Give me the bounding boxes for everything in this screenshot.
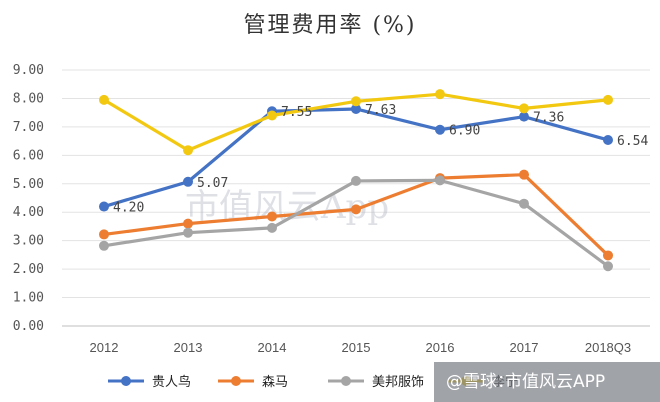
legend-item: 森马 — [218, 375, 288, 390]
data-point — [603, 94, 613, 105]
y-tick-label: 5.00 — [13, 177, 44, 192]
x-axis: 2012 2013 2014 2015 2016 2017 2018Q3 — [90, 340, 632, 355]
legend-label: 美邦服饰 — [372, 375, 424, 390]
data-point — [267, 222, 277, 233]
y-tick-label: 6.00 — [13, 148, 44, 163]
data-point — [435, 124, 445, 135]
data-point — [519, 198, 529, 209]
data-point — [183, 176, 193, 187]
legend-label: 贵人鸟 — [152, 374, 191, 390]
watermark-bottom: @雪球： 市值风云APP — [434, 362, 660, 402]
data-label: 7.55 — [281, 105, 312, 120]
y-axis: 0.00 1.00 2.00 3.00 4.00 5.00 6.00 7.00 8.00 9.00 — [13, 63, 44, 334]
x-tick-label: 2012 — [90, 340, 119, 355]
x-tick-label: 2013 — [174, 340, 203, 355]
x-tick-label: 2015 — [342, 340, 371, 355]
watermark-bottom-bg — [434, 362, 660, 402]
legend-marker — [121, 376, 131, 386]
data-point — [267, 110, 277, 121]
y-tick-label: 7.00 — [13, 120, 44, 135]
data-point — [183, 145, 193, 156]
y-tick-label: 0.00 — [13, 319, 44, 334]
data-label: 6.54 — [617, 134, 648, 149]
data-point — [351, 204, 361, 215]
data-point — [519, 169, 529, 180]
data-point — [351, 175, 361, 186]
legend-marker — [341, 376, 351, 386]
legend-label: 森马 — [262, 375, 288, 390]
data-point — [351, 96, 361, 107]
data-point — [183, 218, 193, 229]
data-labels: 4.20 5.07 7.55 7.63 6.90 7.36 6.54 — [113, 103, 648, 216]
data-point — [183, 227, 193, 238]
legend-item: 贵人鸟 — [108, 374, 191, 390]
series-3 — [99, 89, 613, 156]
data-label: 4.20 — [113, 201, 144, 216]
data-label: 6.90 — [449, 124, 480, 139]
data-point — [99, 94, 109, 105]
data-point — [99, 229, 109, 240]
watermark-bottom-text: 市值风云APP — [505, 372, 605, 392]
x-tick-label: 2016 — [426, 340, 455, 355]
data-point — [519, 103, 529, 114]
x-tick-label: 2017 — [510, 340, 539, 355]
watermark-bottom-prefix: @雪球： — [446, 372, 514, 392]
data-point — [267, 211, 277, 222]
data-point — [519, 111, 529, 122]
data-label: 5.07 — [197, 176, 228, 191]
data-point — [603, 261, 613, 272]
data-point — [99, 201, 109, 212]
y-tick-label: 8.00 — [13, 91, 44, 106]
chart-title: 管理费用率 (%) — [243, 13, 416, 38]
data-point — [435, 89, 445, 100]
data-point — [99, 240, 109, 251]
x-tick-label: 2014 — [258, 340, 287, 355]
data-point — [435, 175, 445, 186]
data-label: 7.36 — [533, 111, 564, 126]
data-point — [603, 250, 613, 261]
series-2 — [99, 175, 613, 272]
y-tick-label: 1.00 — [13, 291, 44, 306]
y-tick-label: 2.00 — [13, 262, 44, 277]
y-tick-label: 9.00 — [13, 63, 44, 78]
data-point — [603, 134, 613, 145]
y-tick-label: 3.00 — [13, 234, 44, 249]
x-tick-label: 2018Q3 — [585, 340, 631, 355]
y-tick-label: 4.00 — [13, 205, 44, 220]
legend-item: 美邦服饰 — [328, 375, 424, 390]
data-point — [351, 103, 361, 114]
legend-marker — [231, 376, 241, 386]
series-layer — [99, 89, 613, 272]
data-label: 7.63 — [365, 103, 396, 118]
